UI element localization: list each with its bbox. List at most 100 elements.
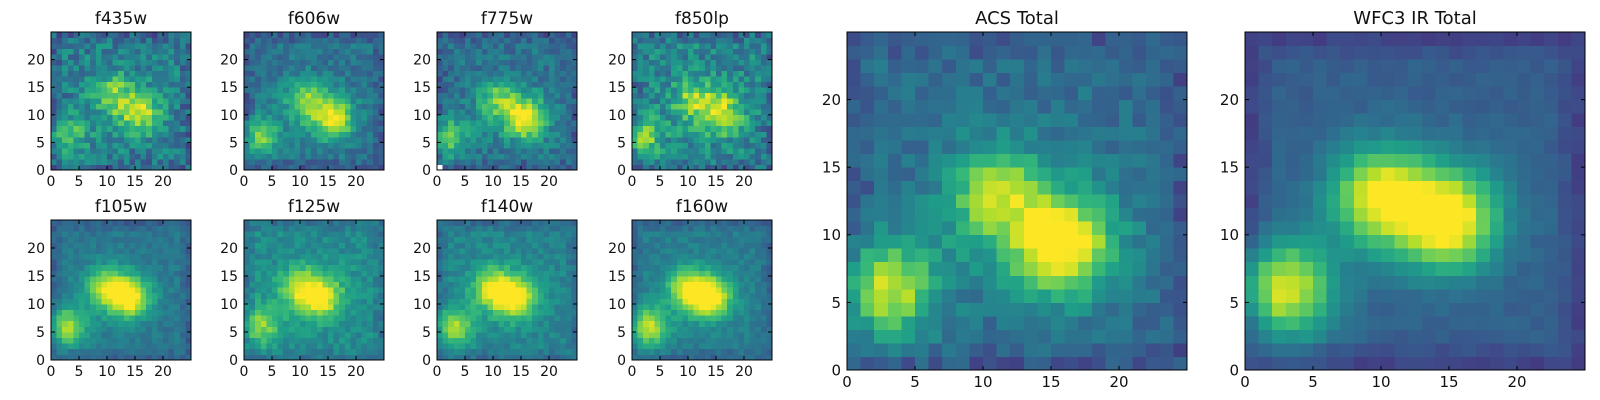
heatmap-cell (509, 103, 516, 110)
heatmap-cell (367, 43, 374, 49)
heatmap-cell (470, 320, 477, 327)
heatmap-cell (168, 136, 175, 143)
heatmap-cell (676, 343, 683, 350)
heatmap-cell (738, 348, 745, 355)
heatmap-cell (328, 136, 334, 143)
heatmap-cell (560, 65, 567, 72)
heatmap-cell (90, 43, 97, 49)
heatmap-cell (526, 343, 533, 350)
heatmap-cell (356, 158, 362, 165)
heatmap-cell (654, 147, 661, 154)
heatmap-cell (378, 120, 385, 127)
heatmap-cell (493, 332, 499, 338)
heatmap-cell (367, 264, 374, 271)
heatmap-cell (322, 87, 329, 94)
heatmap-cell (56, 164, 63, 171)
heatmap-cell (283, 225, 290, 232)
heatmap-cell (361, 136, 368, 143)
heatmap-cell (350, 326, 357, 333)
heatmap-cell (565, 103, 572, 110)
heatmap-cell (288, 326, 295, 333)
heatmap-cell (378, 337, 385, 344)
heatmap-cell (710, 298, 717, 305)
heatmap-cell (749, 43, 756, 49)
heatmap-cell (671, 348, 678, 355)
heatmap-cell (727, 92, 734, 99)
heatmap-cell (704, 337, 711, 344)
heatmap-cell (95, 131, 102, 138)
heatmap-cell (56, 264, 63, 271)
heatmap-cell (101, 120, 108, 127)
heatmap-cell (118, 109, 125, 116)
heatmap-cell (322, 136, 329, 143)
heatmap-cell (185, 109, 192, 116)
heatmap-cell (316, 354, 323, 361)
heatmap-cell (476, 131, 483, 138)
heatmap-cell (168, 281, 175, 288)
heatmap-cell (79, 109, 85, 116)
heatmap-cell (361, 70, 368, 77)
heatmap-cell (744, 298, 750, 305)
heatmap-cell (682, 164, 689, 171)
heatmap-cell (168, 164, 175, 171)
heatmap-cell (459, 220, 466, 226)
heatmap-cell (459, 153, 466, 160)
heatmap-cell (339, 65, 346, 72)
heatmap-cell (660, 326, 666, 333)
heatmap-cell (693, 92, 700, 99)
heatmap-cell (174, 103, 181, 110)
heatmap-cell (311, 43, 318, 49)
heatmap-cell (73, 276, 80, 282)
heatmap-cell (179, 242, 186, 249)
heatmap-cell (665, 304, 672, 310)
heatmap-cell (682, 142, 689, 149)
heatmap-cell (476, 287, 483, 294)
heatmap-cell (260, 37, 267, 44)
heatmap-cell (294, 236, 301, 243)
heatmap-cell (146, 298, 153, 305)
heatmap-cell (744, 59, 750, 66)
heatmap-cell (84, 292, 91, 299)
heatmap-cell (710, 125, 717, 132)
heatmap-cell (311, 103, 318, 110)
heatmap-cell (487, 242, 494, 249)
heatmap-cell (62, 309, 69, 316)
heatmap-cell (749, 320, 756, 327)
heatmap-cell (344, 298, 351, 305)
heatmap-cell (660, 125, 666, 132)
heatmap-cell (498, 326, 505, 333)
heatmap-cell (107, 147, 113, 154)
heatmap-cell (277, 343, 284, 350)
heatmap-cell (249, 348, 256, 355)
heatmap-cell (300, 125, 306, 132)
heatmap-cell (682, 332, 689, 338)
heatmap-cell (294, 109, 301, 116)
heatmap-cell (62, 142, 69, 149)
heatmap-cell (437, 270, 443, 277)
heatmap-cell (73, 281, 80, 288)
heatmap-cell (107, 32, 113, 38)
heatmap-cell (543, 164, 550, 171)
heatmap-cell (344, 76, 351, 83)
heatmap-cell (322, 259, 329, 266)
heatmap-cell (465, 114, 471, 121)
heatmap-cell (339, 276, 346, 282)
heatmap-cell (521, 248, 527, 254)
heatmap-cell (322, 248, 329, 254)
heatmap-cell (537, 354, 544, 361)
heatmap-cell (378, 158, 385, 165)
heatmap-cell (272, 92, 278, 99)
heatmap-cell (174, 158, 181, 165)
heatmap-cell (732, 103, 739, 110)
heatmap-cell (163, 76, 169, 83)
heatmap-cell (470, 125, 477, 132)
heatmap-cell (266, 131, 273, 138)
heatmap-cell (766, 43, 773, 49)
heatmap-cell (118, 236, 125, 243)
heatmap-cell (521, 43, 527, 49)
heatmap-cell (322, 103, 329, 110)
heatmap-cell (305, 98, 312, 105)
heatmap-cell (526, 48, 533, 55)
heatmap-cell (515, 48, 522, 55)
heatmap-cell (543, 348, 550, 355)
